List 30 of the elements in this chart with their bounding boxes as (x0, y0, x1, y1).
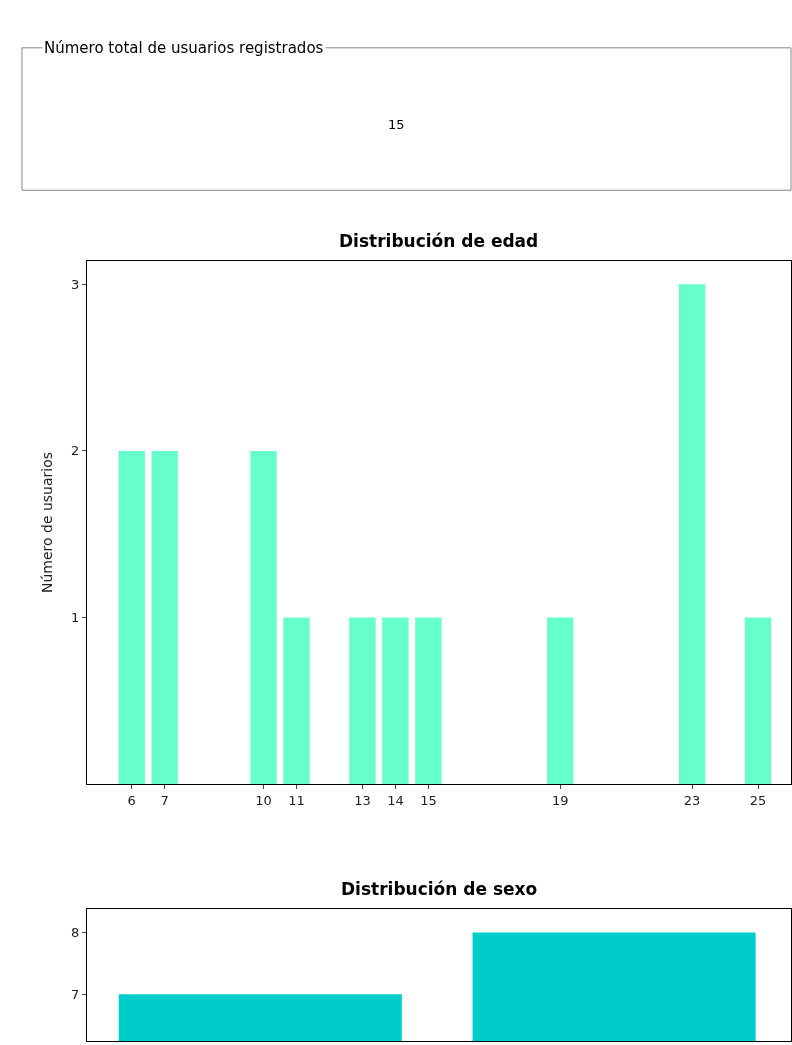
y-tick-label: 3 (71, 276, 80, 292)
bar (678, 284, 706, 784)
x-tick-label: 10 (255, 792, 272, 808)
x-tick-label: 15 (420, 792, 437, 808)
chart-title: Distribución de edad (339, 231, 539, 251)
y-tick-label: 2 (71, 443, 80, 459)
bar (118, 450, 145, 784)
text: 15 (388, 117, 405, 132)
bar (151, 450, 178, 784)
bar (283, 617, 310, 784)
x-tick-label: 13 (354, 792, 371, 808)
y-tick-label: 1 (71, 609, 80, 625)
x-tick-label: 11 (288, 792, 305, 808)
y-tick-label: 8 (71, 925, 80, 941)
bar (349, 617, 376, 784)
bar (382, 617, 409, 784)
bar (250, 450, 277, 784)
y-axis-title: Número de usuarios (38, 451, 55, 594)
bar (744, 617, 772, 784)
x-tick-label: 19 (551, 792, 569, 808)
bar (415, 617, 442, 784)
x-tick-label: 23 (683, 792, 701, 808)
bar (547, 617, 574, 784)
x-tick-label: 7 (160, 792, 169, 808)
x-tick-label: 14 (387, 792, 404, 808)
text: Número total de usuarios registrados (44, 39, 324, 57)
y-tick-label: 7 (71, 986, 80, 1002)
x-tick-label: 6 (127, 792, 136, 808)
chart-title: Distribución de sexo (341, 879, 538, 899)
x-tick-label: 25 (749, 792, 767, 808)
